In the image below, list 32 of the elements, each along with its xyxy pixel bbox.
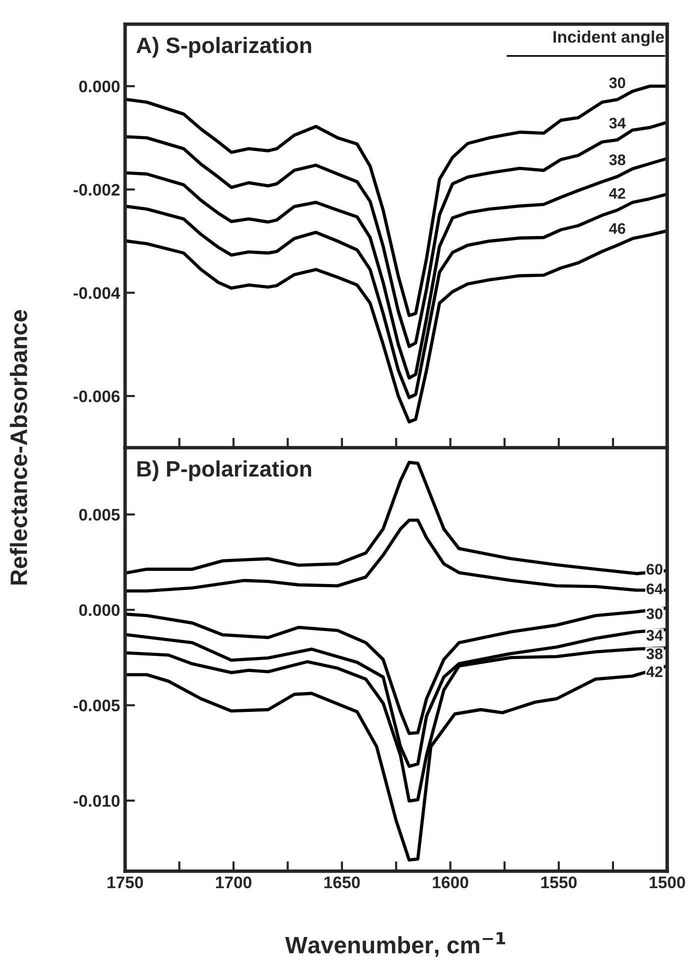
series-label: 64	[646, 583, 663, 594]
y-tick-label: -0.010	[74, 795, 120, 807]
series-label: 46	[609, 223, 626, 234]
legend-title: Incident angle	[554, 30, 664, 46]
y-tick-label: -0.002	[74, 184, 120, 196]
y-tick-label: 0.000	[79, 80, 120, 92]
x-tick-label: 1650	[324, 876, 360, 888]
x-tick-label: 1750	[108, 876, 143, 888]
x-axis-title: Wavenumber, cm$^{−1}$	[285, 932, 506, 957]
y-tick-label: -0.004	[74, 287, 120, 299]
series-label: 42	[646, 666, 662, 678]
y-axis-title: Reflectance-Absorbance	[10, 310, 28, 585]
y-tick-label: 0.005	[79, 508, 120, 521]
series-label: 60	[646, 564, 662, 575]
series-label: 38	[646, 648, 663, 660]
text: B) P-polarization	[137, 460, 312, 482]
series-label: 30	[646, 608, 662, 620]
series-label: 42	[609, 188, 626, 199]
x-tick-label: 1500	[650, 876, 686, 888]
x-tick-label: 1700	[216, 876, 252, 888]
y-tick-label: -0.006	[74, 390, 120, 402]
line-series	[126, 518, 668, 593]
series-label: 38	[609, 154, 626, 166]
line-series	[126, 460, 668, 576]
series-label: 34	[646, 630, 663, 641]
text: A) S-polarization	[136, 36, 312, 58]
x-tick-label: 1600	[432, 876, 468, 888]
y-tick-label: -0.005	[74, 700, 120, 712]
series-label: 34	[609, 118, 626, 129]
series-label: 30	[609, 77, 626, 88]
y-tick-label: 0.000	[79, 604, 120, 616]
x-tick-label: 1550	[541, 876, 577, 888]
